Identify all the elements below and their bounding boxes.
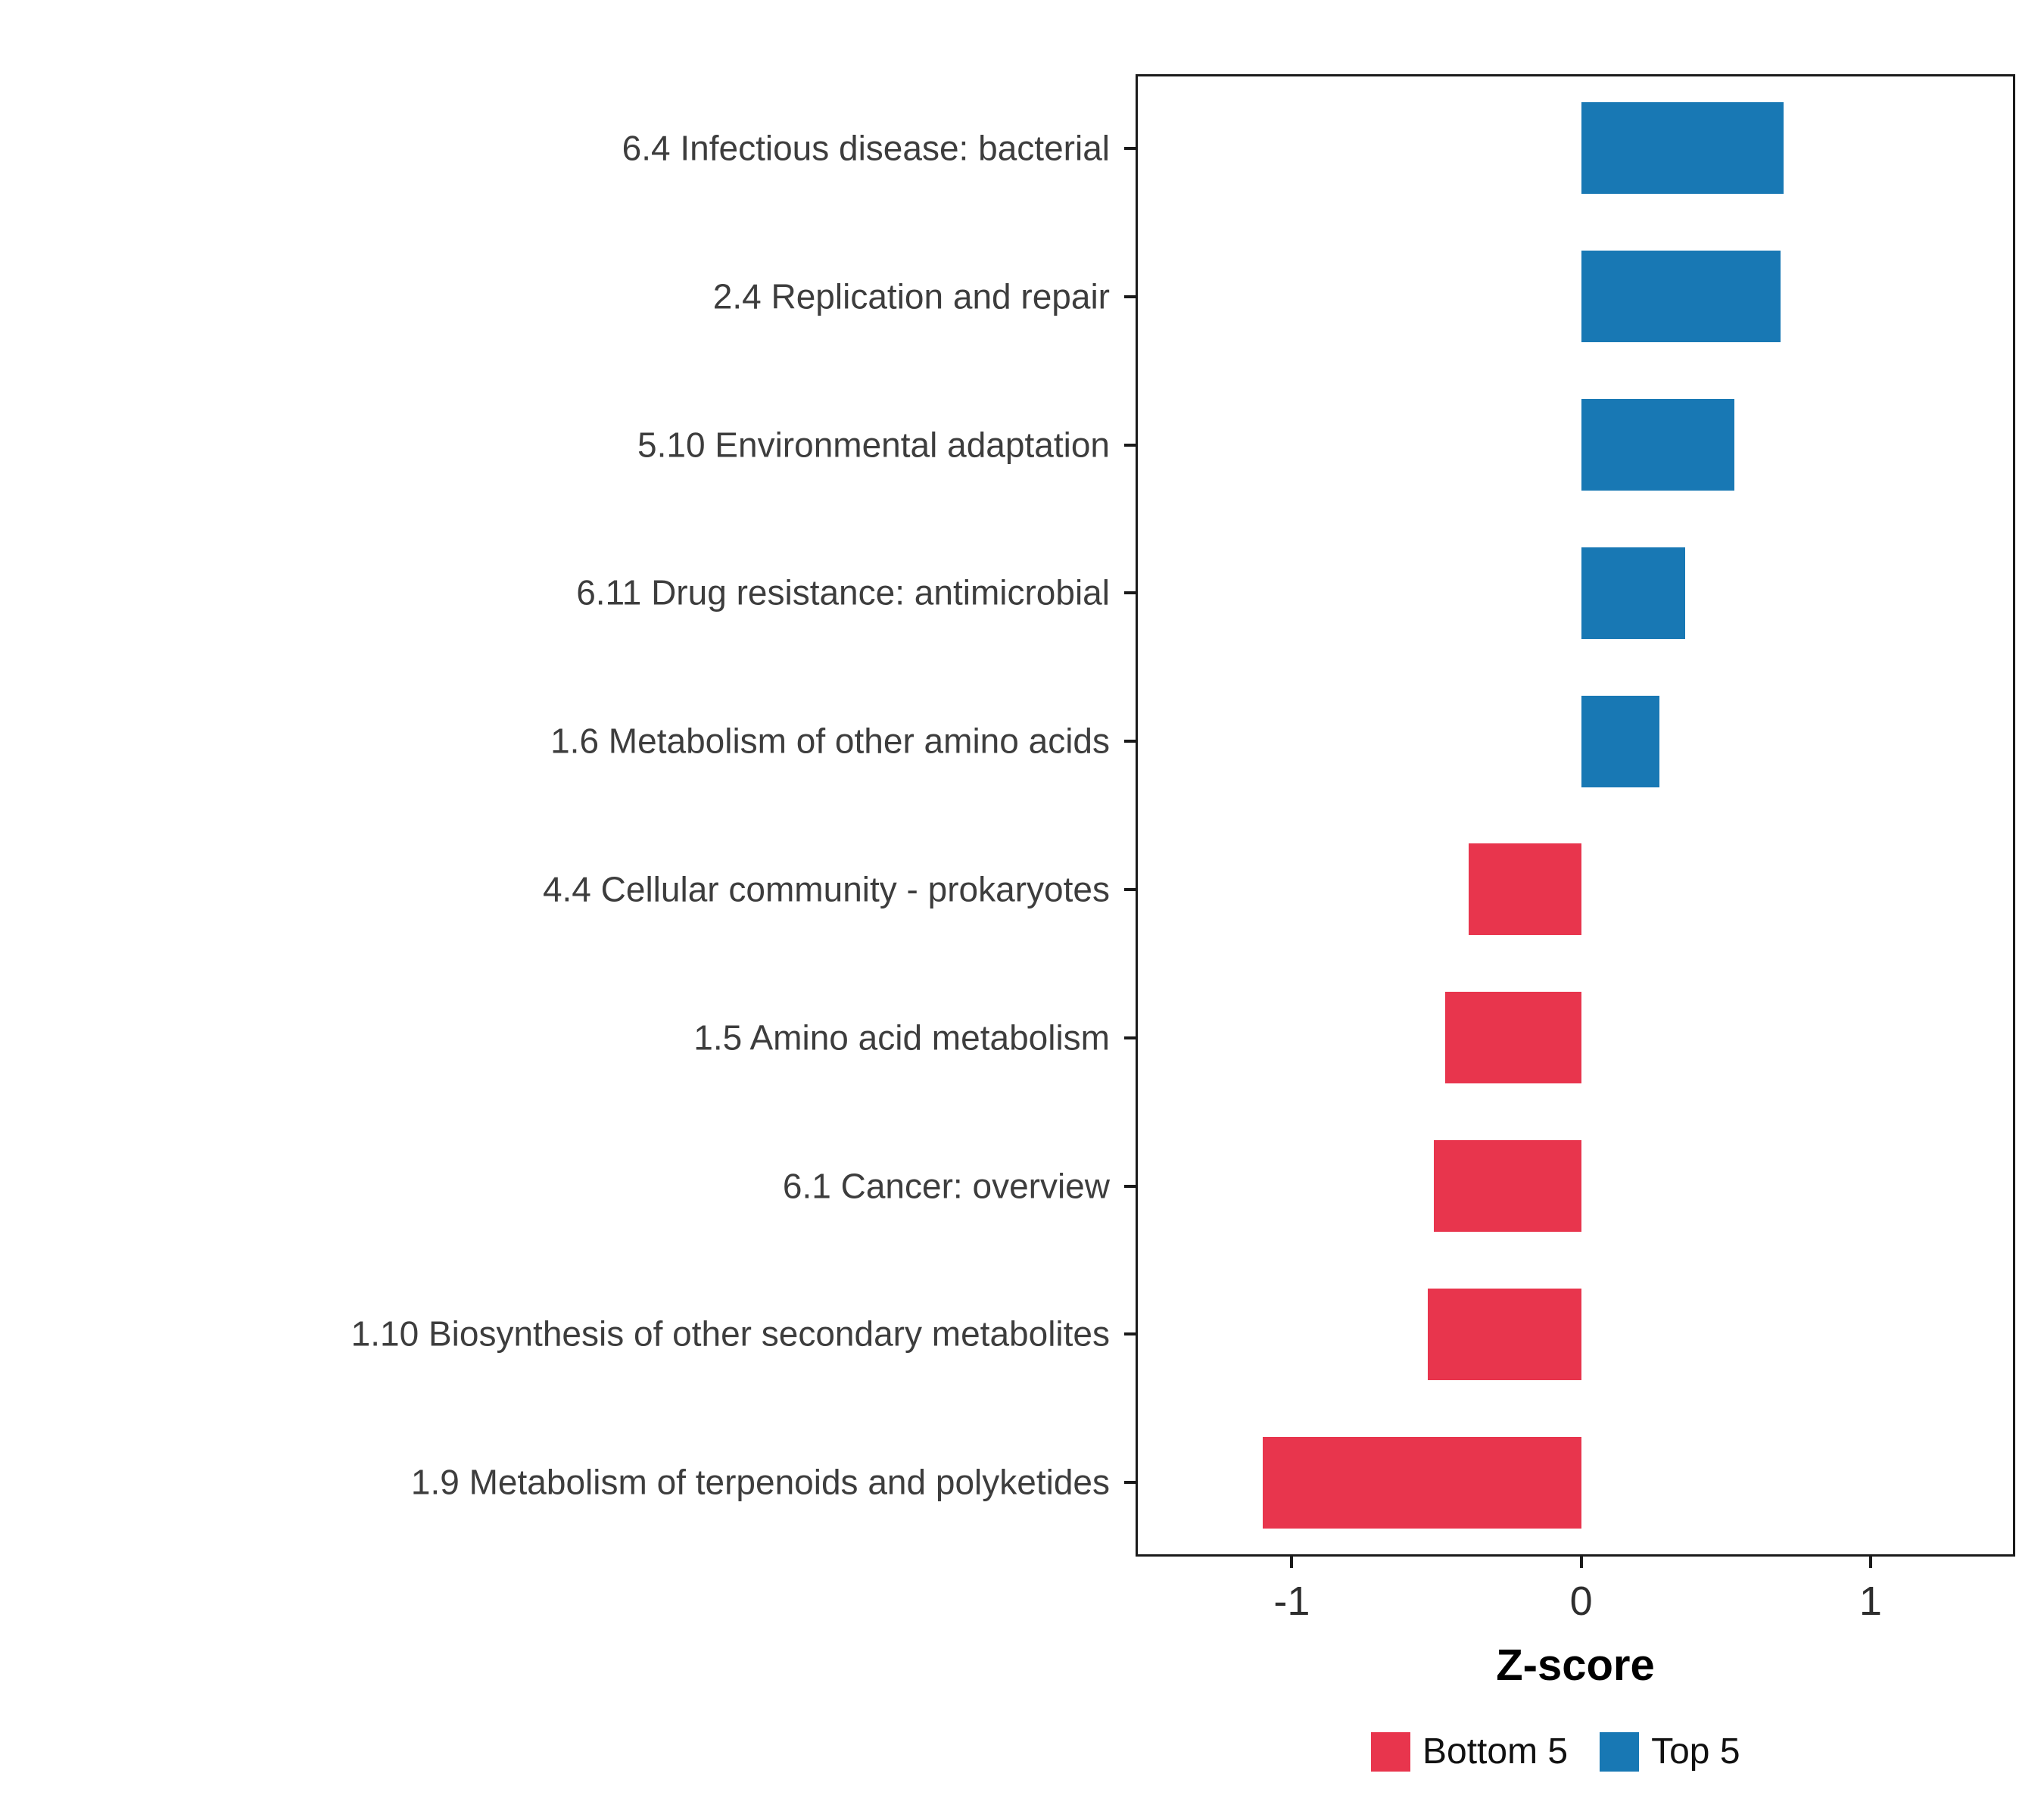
y-tick-mark	[1124, 888, 1136, 891]
x-tick-label: 1	[1859, 1579, 1882, 1624]
x-tick-mark	[1869, 1557, 1872, 1568]
y-tick-mark	[1124, 147, 1136, 150]
legend-swatch-bottom5-icon	[1371, 1731, 1410, 1772]
legend-item-top5: Top 5	[1600, 1731, 1740, 1772]
bar	[1263, 1437, 1581, 1529]
x-tick-mark	[1290, 1557, 1293, 1568]
bar	[1433, 1140, 1581, 1232]
y-tick-mark	[1124, 295, 1136, 298]
legend-item-bottom5: Bottom 5	[1371, 1731, 1568, 1772]
x-axis-title: Z-score	[1496, 1641, 1655, 1690]
x-tick-label: -1	[1273, 1579, 1310, 1624]
y-tick-mark	[1124, 1332, 1136, 1335]
category-label: 6.4 Infectious disease: bacterial	[622, 128, 1110, 168]
x-tick-mark	[1580, 1557, 1583, 1568]
legend-swatch-top5-icon	[1600, 1731, 1640, 1772]
legend-label-top5: Top 5	[1651, 1731, 1740, 1772]
y-tick-mark	[1124, 444, 1136, 447]
category-label: 1.10 Biosynthesis of other secondary met…	[351, 1314, 1110, 1354]
y-tick-mark	[1124, 1185, 1136, 1188]
bar	[1581, 547, 1686, 639]
y-tick-mark	[1124, 591, 1136, 594]
category-label: 6.11 Drug resistance: antimicrobial	[576, 573, 1110, 612]
category-label: 1.5 Amino acid metabolism	[693, 1018, 1110, 1058]
category-label: 5.10 Environmental adaptation	[637, 425, 1110, 465]
legend-label-bottom5: Bottom 5	[1422, 1731, 1569, 1772]
y-tick-mark	[1124, 1481, 1136, 1484]
bar	[1581, 399, 1735, 491]
category-label: 1.6 Metabolism of other amino acids	[550, 721, 1110, 761]
y-tick-mark	[1124, 1036, 1136, 1039]
bar	[1444, 992, 1581, 1083]
y-tick-mark	[1124, 740, 1136, 743]
bar	[1581, 696, 1659, 787]
category-label: 4.4 Cellular community - prokaryotes	[542, 869, 1110, 909]
bar	[1468, 843, 1581, 935]
category-label: 6.1 Cancer: overview	[782, 1166, 1110, 1206]
bar	[1428, 1289, 1581, 1380]
category-label: 2.4 Replication and repair	[712, 276, 1110, 316]
bar	[1581, 102, 1784, 194]
x-tick-label: 0	[1569, 1579, 1593, 1624]
bar	[1581, 251, 1781, 342]
category-label: 1.9 Metabolism of terpenoids and polyket…	[410, 1462, 1110, 1502]
legend: Bottom 5 Top 5	[1371, 1731, 1740, 1772]
